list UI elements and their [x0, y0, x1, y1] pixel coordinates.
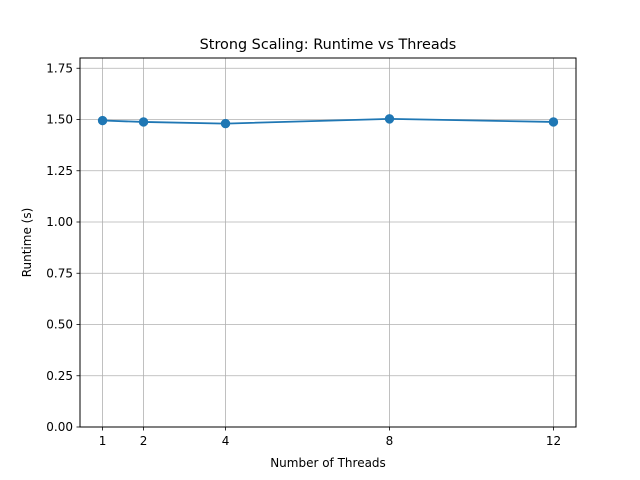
- y-tick-label: 1.75: [46, 61, 73, 75]
- chart-title: Strong Scaling: Runtime vs Threads: [200, 37, 457, 53]
- data-point: [220, 118, 231, 129]
- data-point: [384, 114, 395, 124]
- x-axis-label: Number of Threads: [270, 456, 386, 470]
- data-point: [138, 117, 149, 127]
- x-tick-label: 12: [546, 434, 561, 448]
- y-tick-label: 1.50: [46, 113, 73, 127]
- series: [97, 114, 559, 129]
- x-tick-label: 8: [386, 434, 394, 448]
- y-tick-label: 0.75: [46, 266, 73, 280]
- y-tick-label: 0.50: [46, 318, 73, 332]
- y-tick-label: 1.00: [46, 215, 73, 229]
- x-tick-label: 1: [99, 434, 107, 448]
- y-tick-label: 0.00: [46, 420, 73, 434]
- ticks: 0.000.250.500.751.001.251.501.751 2 4 8 12: [46, 61, 561, 448]
- y-axis-label: Runtime (s): [20, 208, 34, 278]
- x-tick-label: 4: [222, 434, 230, 448]
- data-point: [548, 117, 559, 127]
- y-tick-label: 0.25: [46, 369, 73, 383]
- x-tick-label: 2: [140, 434, 148, 448]
- data-point: [97, 115, 108, 126]
- plot-frame: [79, 57, 577, 428]
- y-tick-label: 1.25: [46, 164, 73, 178]
